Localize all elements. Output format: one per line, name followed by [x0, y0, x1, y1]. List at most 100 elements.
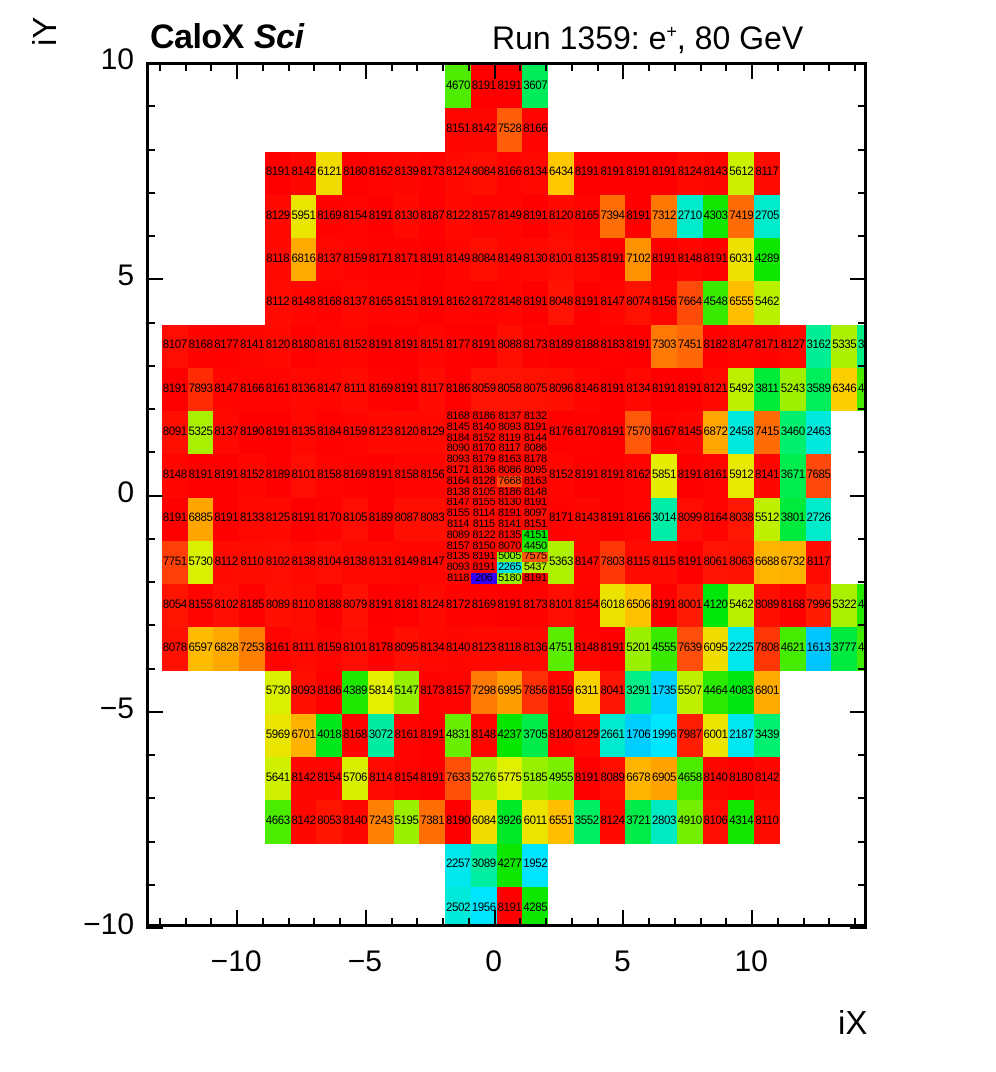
cell-value: 8150	[472, 540, 496, 552]
heatmap-cell: 7803	[599, 540, 626, 584]
heatmap-subcell: 5437	[522, 562, 549, 574]
cell-value: 5363	[549, 555, 573, 568]
cell-value: 8152	[549, 469, 573, 482]
cell-value: 7415	[755, 425, 779, 438]
cell-value: 6701	[291, 728, 316, 741]
cell-value: 8124	[600, 815, 625, 828]
heatmap-cell: 6551	[548, 800, 574, 844]
heatmap-cell: 2225	[728, 627, 755, 671]
cell-value: 8137	[214, 425, 239, 438]
heatmap-cell: 8191	[573, 281, 600, 325]
heatmap-cell: 5276	[470, 757, 497, 801]
cell-value: 8106	[703, 815, 728, 828]
heatmap-cell: 8106	[702, 800, 729, 844]
cell-value: 3089	[471, 858, 496, 871]
axis-tick	[146, 235, 155, 237]
cell-value: 8171	[755, 339, 779, 352]
heatmap-cell: 8172	[445, 584, 471, 628]
cell-value: 6001	[703, 728, 728, 741]
axis-tick	[858, 408, 867, 410]
heatmap-subcell: 5005	[496, 551, 523, 563]
heatmap-cell: 7996	[805, 584, 832, 628]
heatmap-cell: 8141	[754, 454, 780, 498]
cell-value: 8117	[498, 443, 521, 455]
heatmap-cell: 8191	[367, 194, 394, 238]
heatmap-cell: 8078	[161, 627, 188, 671]
cell-value: 8118	[497, 642, 522, 655]
cell-value: 8142	[291, 815, 316, 828]
cell-value: 7575	[523, 551, 547, 563]
heatmap-cell: 8134	[625, 367, 652, 411]
cell-value: 5325	[188, 425, 213, 438]
heatmap-subcell: 8179	[470, 454, 497, 466]
cell-value: 8097	[523, 508, 547, 520]
cell-value: 8168	[317, 296, 342, 309]
heatmap-cell: 8173	[522, 324, 549, 368]
axis-tick	[158, 62, 161, 71]
heatmap-cell: 4599	[857, 627, 864, 671]
cell-value: 8141	[498, 519, 521, 530]
heatmap-cell: 8137	[316, 238, 343, 282]
heatmap-cell: 3291	[625, 670, 652, 714]
heatmap-cell: 8161	[393, 713, 420, 757]
heatmap-cell: 8135	[573, 238, 600, 282]
heatmap-cell: 8129	[264, 194, 291, 238]
heatmap-cell: 8120	[264, 324, 291, 368]
cell-value: 3460	[780, 425, 805, 438]
heatmap-cell: 8191	[676, 367, 703, 411]
heatmap-cell: 8079	[342, 584, 368, 628]
heatmap-cell: 8059	[470, 367, 497, 411]
heatmap-cell: 8147	[213, 367, 240, 411]
cell-value: 2265	[498, 562, 521, 574]
cell-value: 8124	[677, 166, 702, 179]
cell-value: 8124	[446, 166, 470, 179]
heatmap-cell: 7685	[805, 454, 832, 498]
y-axis-tick-label: 5	[117, 259, 134, 293]
heatmap-subcell: 8184	[445, 432, 471, 444]
axis-tick	[519, 62, 522, 71]
cell-value: 8164	[446, 475, 470, 487]
cell-value: 8132	[523, 411, 547, 422]
heatmap-cell: 8169	[470, 584, 497, 628]
heatmap-cell: 8161	[702, 454, 729, 498]
heatmap-subcell: 8155	[470, 497, 497, 509]
cell-value: 8178	[523, 454, 547, 466]
cell-value: 8089	[600, 771, 625, 784]
experiment-label: CaloX Sci	[150, 18, 304, 57]
heatmap-cell: 8171	[393, 238, 420, 282]
cell-value: 8171	[394, 252, 419, 265]
heatmap-cell: 8146	[573, 367, 600, 411]
heatmap-cell: 8191	[161, 367, 188, 411]
cell-value: 8157	[446, 540, 470, 552]
heatmap-cell: 2726	[805, 497, 832, 541]
cell-value: 3439	[755, 728, 779, 741]
cell-value: 8123	[368, 425, 393, 438]
axis-tick	[287, 62, 290, 71]
cell-value: 7451	[677, 339, 702, 352]
heatmap-cell: 8095	[393, 627, 420, 671]
heatmap-cell: 8075	[522, 367, 549, 411]
heatmap-subcell: 8151	[522, 519, 549, 530]
heatmap-cell: 8169	[316, 194, 343, 238]
cell-value: 5195	[394, 815, 419, 828]
heatmap-cell: 8038	[728, 497, 755, 541]
cell-value: 8058	[497, 382, 522, 395]
cell-value: 8161	[703, 469, 728, 482]
heatmap-subcell: 8093	[445, 562, 471, 574]
cell-value: 8147	[446, 497, 470, 509]
heatmap-cell: 7633	[445, 757, 471, 801]
cell-value: 8114	[446, 519, 470, 530]
axis-tick	[858, 840, 867, 843]
cell-value: 2463	[806, 425, 831, 438]
heatmap-cell: 3926	[496, 800, 523, 844]
heatmap-cell: 7381	[419, 800, 446, 844]
cell-value: 4389	[343, 685, 367, 698]
axis-tick	[699, 918, 702, 927]
cell-value: 8038	[729, 512, 754, 525]
cell-value: 5706	[343, 771, 367, 784]
heatmap-subcell: 8086	[496, 465, 523, 476]
axis-tick	[854, 62, 857, 71]
cell-value: 8191	[420, 296, 445, 309]
heatmap-cell: 7243	[367, 800, 394, 844]
heatmap-cell: 3721	[625, 800, 652, 844]
